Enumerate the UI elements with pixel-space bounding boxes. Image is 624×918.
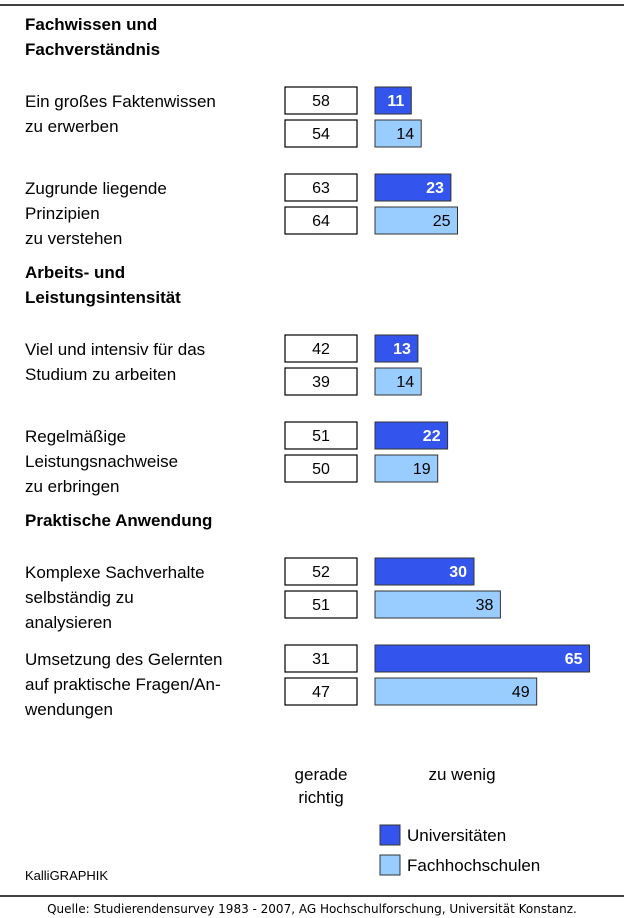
bar — [374, 421, 449, 450]
gerade-richtig-box — [284, 677, 358, 706]
legend-swatch — [379, 854, 401, 876]
group-title: Fachverständnis — [25, 40, 160, 59]
legend-label: Fachhochschulen — [407, 856, 540, 875]
gerade-richtig-value: 47 — [312, 684, 330, 701]
gerade-richtig-value: 51 — [312, 428, 330, 445]
bar — [374, 590, 501, 619]
bar-value: 30 — [449, 564, 467, 581]
bar — [374, 557, 475, 586]
gerade-richtig-value: 58 — [312, 93, 330, 110]
bar — [374, 454, 439, 483]
gerade-richtig-box — [284, 206, 358, 235]
bar — [374, 367, 422, 396]
group-title: Fachwissen und — [25, 15, 157, 34]
item-label: Ein großes Faktenwissen — [25, 92, 216, 111]
bar-value: 11 — [387, 93, 404, 110]
item-label: selbständig zu — [25, 588, 134, 607]
gerade-richtig-value: 64 — [312, 213, 330, 230]
bar-value: 23 — [426, 180, 444, 197]
item-label: Zugrunde liegende — [25, 179, 167, 198]
gerade-richtig-box — [284, 557, 358, 586]
bar-value: 38 — [476, 597, 494, 614]
item-label: zu erbringen — [25, 477, 120, 496]
legend-swatch — [379, 824, 401, 846]
item-label: wendungen — [24, 700, 113, 719]
item-label: Viel und intensiv für das — [25, 340, 205, 359]
gerade-richtig-box — [284, 590, 358, 619]
bar-value: 19 — [413, 461, 431, 478]
gerade-richtig-box — [284, 367, 358, 396]
bar — [374, 173, 452, 202]
gerade-richtig-value: 51 — [312, 597, 330, 614]
bar — [374, 206, 458, 235]
bar — [374, 119, 422, 148]
gerade-richtig-box — [284, 173, 358, 202]
group-title: Praktische Anwendung — [25, 511, 212, 530]
gerade-richtig-box — [284, 454, 358, 483]
item-label: Umsetzung des Gelernten — [25, 650, 223, 669]
column-label: gerade — [295, 765, 348, 784]
bar — [374, 86, 412, 115]
bar-value: 65 — [565, 651, 583, 668]
group-title: Arbeits- und — [25, 263, 125, 282]
item-label: analysieren — [25, 613, 112, 632]
item-label: auf praktische Fragen/An- — [25, 675, 221, 694]
gerade-richtig-box — [284, 644, 358, 673]
column-label: richtig — [298, 788, 343, 807]
bar-value: 14 — [396, 126, 414, 143]
gerade-richtig-box — [284, 421, 358, 450]
item-label: Prinzipien — [25, 204, 100, 223]
group-title: Leistungsintensität — [25, 288, 181, 307]
bar — [374, 677, 538, 706]
gerade-richtig-box — [284, 86, 358, 115]
gerade-richtig-value: 52 — [312, 564, 330, 581]
bar-value: 14 — [396, 374, 414, 391]
gerade-richtig-value: 50 — [312, 461, 330, 478]
bar-value: 22 — [423, 428, 441, 445]
bar-value: 49 — [512, 684, 530, 701]
bar-value: 13 — [393, 341, 411, 358]
gerade-richtig-value: 63 — [312, 180, 330, 197]
column-label: zu wenig — [428, 765, 495, 784]
legend-label: Universitäten — [407, 826, 506, 845]
item-label: Komplexe Sachverhalte — [25, 563, 205, 582]
bar-value: 25 — [433, 213, 451, 230]
source: Quelle: Studierendensurvey 1983 - 2007, … — [47, 902, 577, 916]
bar — [374, 644, 590, 673]
bar — [374, 334, 419, 363]
item-label: zu erwerben — [25, 117, 119, 136]
gerade-richtig-box — [284, 334, 358, 363]
gerade-richtig-value: 54 — [312, 126, 330, 143]
gerade-richtig-value: 42 — [312, 341, 330, 358]
item-label: Regelmäßige — [25, 427, 126, 446]
gerade-richtig-value: 39 — [312, 374, 330, 391]
item-label: Studium zu arbeiten — [25, 365, 176, 384]
item-label: zu verstehen — [25, 229, 122, 248]
credit: KalliGRAPHIK — [25, 868, 108, 883]
gerade-richtig-value: 31 — [312, 651, 330, 668]
item-label: Leistungsnachweise — [25, 452, 178, 471]
gerade-richtig-box — [284, 119, 358, 148]
